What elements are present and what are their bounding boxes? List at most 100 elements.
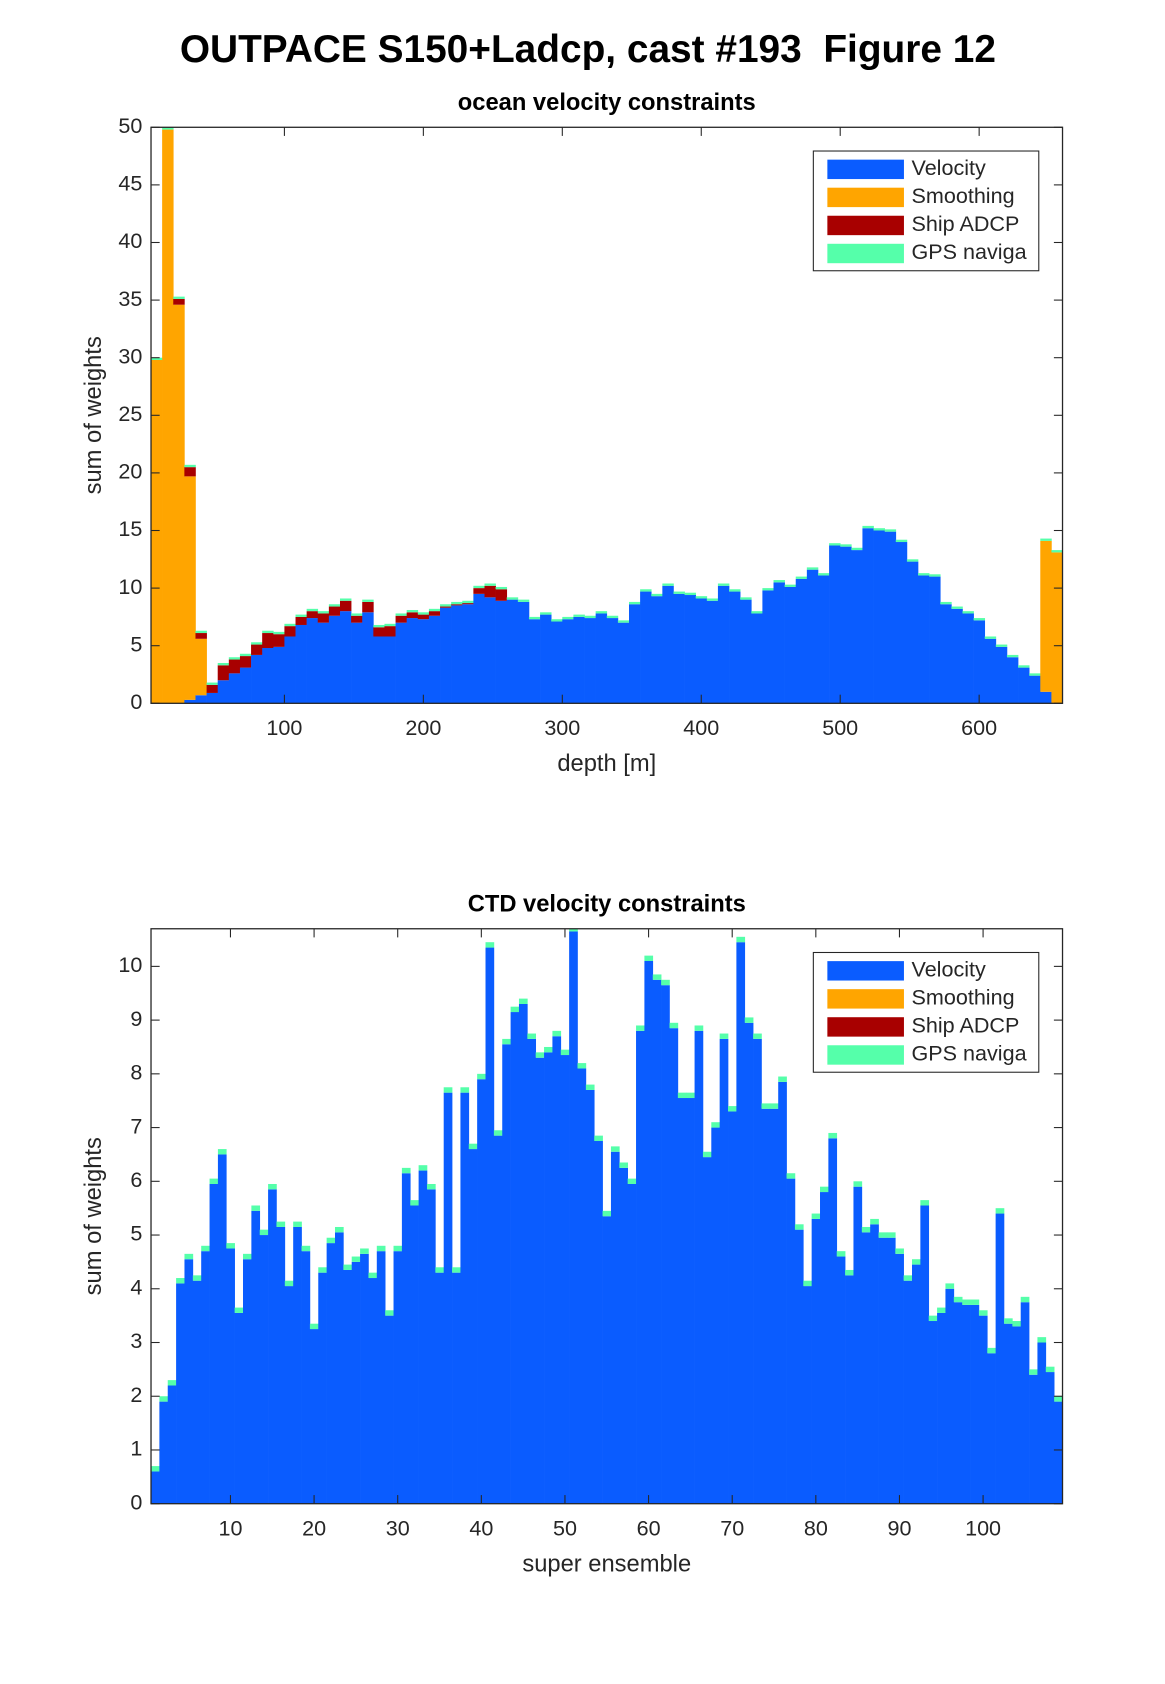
bar-segment	[862, 525, 874, 529]
bar-segment	[317, 611, 330, 614]
bar-segment	[502, 1038, 511, 1045]
bar-segment	[184, 1259, 194, 1504]
bar-segment	[443, 1087, 453, 1093]
bar-segment	[406, 612, 419, 619]
axes-box	[150, 928, 1064, 1505]
bar-segment	[828, 1132, 838, 1139]
bar-segment	[460, 1092, 470, 1504]
bar-segment	[309, 1329, 319, 1504]
bar-segment	[1018, 665, 1030, 668]
bar-segment	[686, 1092, 695, 1099]
bar-segment	[293, 1221, 302, 1227]
bar-segment	[339, 611, 352, 704]
bar-segment	[406, 609, 419, 613]
bar-segment	[577, 1063, 587, 1069]
bar-segment	[695, 596, 708, 599]
bar-segment	[627, 1178, 637, 1184]
bar-segment	[1020, 1302, 1030, 1504]
bar-segment	[440, 607, 452, 704]
bar-segment	[318, 1267, 327, 1273]
bar-segment	[995, 644, 1008, 647]
bar-segment	[906, 561, 919, 704]
bar-segment	[226, 1248, 235, 1504]
y-tick-label: 8	[130, 1060, 142, 1085]
legend-swatch	[827, 961, 904, 981]
x-tick-label: 50	[553, 1515, 577, 1540]
x-tick-label: 40	[469, 1515, 493, 1540]
bar-segment	[1045, 1372, 1055, 1504]
bar-segment	[1003, 1323, 1013, 1504]
bar-segment	[284, 623, 296, 627]
bar-segment	[895, 539, 908, 543]
bar-segment	[995, 1213, 1005, 1504]
bar-segment	[209, 1178, 219, 1184]
bar-segment	[728, 1111, 737, 1504]
bar-segment	[228, 659, 241, 674]
bar-segment	[929, 574, 941, 577]
bar-segment	[506, 599, 519, 704]
bar-segment	[351, 1261, 361, 1504]
bar-segment	[527, 1038, 537, 1504]
bar-segment	[895, 542, 908, 704]
bar-segment	[473, 593, 485, 704]
bar-segment	[662, 585, 674, 704]
bar-segment	[462, 604, 474, 704]
bar-segment	[318, 1272, 327, 1504]
bar-segment	[268, 1183, 277, 1190]
bar-segment	[395, 615, 408, 623]
bar-segment	[384, 636, 396, 704]
bar-segment	[862, 528, 874, 704]
bar-segment	[462, 600, 474, 604]
bar-segment	[744, 1017, 754, 1023]
bar-segment	[495, 589, 508, 601]
bar-segment	[560, 1055, 570, 1504]
bar-segment	[694, 1030, 704, 1504]
bar-segment	[184, 699, 196, 704]
bar-segment	[751, 613, 763, 704]
bar-segment	[594, 1141, 603, 1504]
bar-segment	[895, 1248, 904, 1254]
bar-segment	[617, 622, 630, 704]
bar-segment	[945, 1283, 955, 1289]
legend-swatch	[827, 989, 904, 1009]
bar-segment	[528, 616, 541, 620]
bar-segment	[406, 618, 419, 704]
bar-segment	[845, 1269, 854, 1276]
bar-segment	[334, 1232, 344, 1504]
bar-segment	[201, 1245, 210, 1252]
bar-segment	[273, 646, 285, 704]
bar-segment	[535, 1057, 545, 1504]
bar-segment	[544, 1046, 553, 1053]
bar-segment	[577, 1068, 587, 1504]
bar-segment	[610, 1146, 620, 1152]
bar-segment	[418, 1170, 428, 1504]
bar-segment	[1037, 1337, 1047, 1343]
bar-segment	[209, 1183, 219, 1504]
bar-segment	[811, 1213, 821, 1219]
bar-segment	[477, 1073, 486, 1080]
bar-segment	[417, 614, 430, 620]
y-tick-label: 4	[130, 1274, 142, 1299]
bar-segment	[528, 619, 541, 704]
bar-segment	[517, 601, 530, 704]
x-tick-label: 400	[683, 715, 719, 740]
y-tick-label: 5	[130, 1221, 142, 1246]
bar-segment	[295, 616, 307, 625]
x-tick-label: 90	[887, 1515, 911, 1540]
bar-segment	[259, 1229, 269, 1236]
x-axis-label: depth [m]	[557, 751, 656, 777]
bar-segment	[806, 569, 819, 704]
bar-segment	[162, 127, 174, 130]
bar-segment	[551, 619, 563, 622]
bar-segment	[468, 1143, 478, 1150]
bar-segment	[462, 603, 474, 605]
bar-segment	[452, 1272, 461, 1504]
bar-segment	[217, 665, 230, 681]
bar-segment	[184, 467, 196, 477]
bar-segment	[506, 597, 519, 600]
bar-segment	[873, 528, 885, 531]
bar-segment	[970, 1299, 980, 1305]
bar-segment	[159, 1396, 169, 1402]
bar-segment	[828, 1138, 838, 1504]
bar-segment	[351, 1256, 361, 1262]
